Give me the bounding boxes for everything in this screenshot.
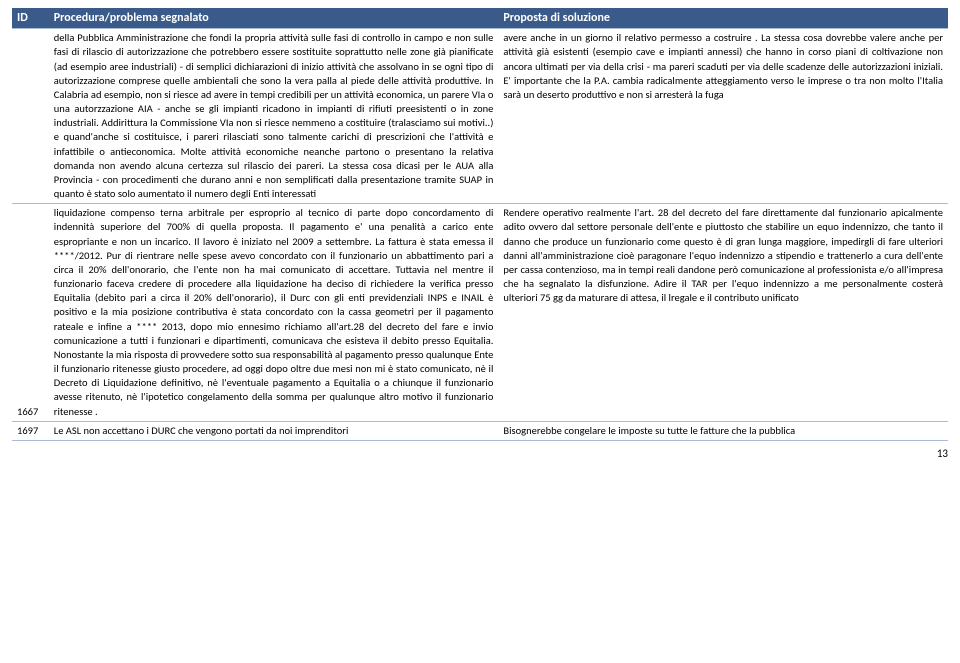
col-header-solution: Proposta di soluzione	[498, 8, 948, 29]
page-number: 13	[12, 441, 948, 462]
table-row: 1667 liquidazione compenso terna arbitra…	[12, 204, 948, 422]
col-header-id: ID	[12, 8, 49, 29]
cell-id	[12, 29, 49, 204]
table-header-row: ID Procedura/problema segnalato Proposta…	[12, 8, 948, 29]
table-row: della Pubblica Amministrazione che fondi…	[12, 29, 948, 204]
cell-id: 1697	[12, 421, 49, 440]
cell-problem: Le ASL non accettano i DURC che vengono …	[49, 421, 499, 440]
cell-problem: liquidazione compenso terna arbitrale pe…	[49, 204, 499, 422]
col-header-problem: Procedura/problema segnalato	[49, 8, 499, 29]
cell-problem: della Pubblica Amministrazione che fondi…	[49, 29, 499, 204]
cell-id: 1667	[12, 204, 49, 422]
cell-solution: avere anche in un giorno il relativo per…	[498, 29, 948, 204]
cell-solution: Rendere operativo realmente l'art. 28 de…	[498, 204, 948, 422]
procedure-table: ID Procedura/problema segnalato Proposta…	[12, 8, 948, 441]
table-row: 1697 Le ASL non accettano i DURC che ven…	[12, 421, 948, 440]
cell-solution: Bisognerebbe congelare le imposte su tut…	[498, 421, 948, 440]
